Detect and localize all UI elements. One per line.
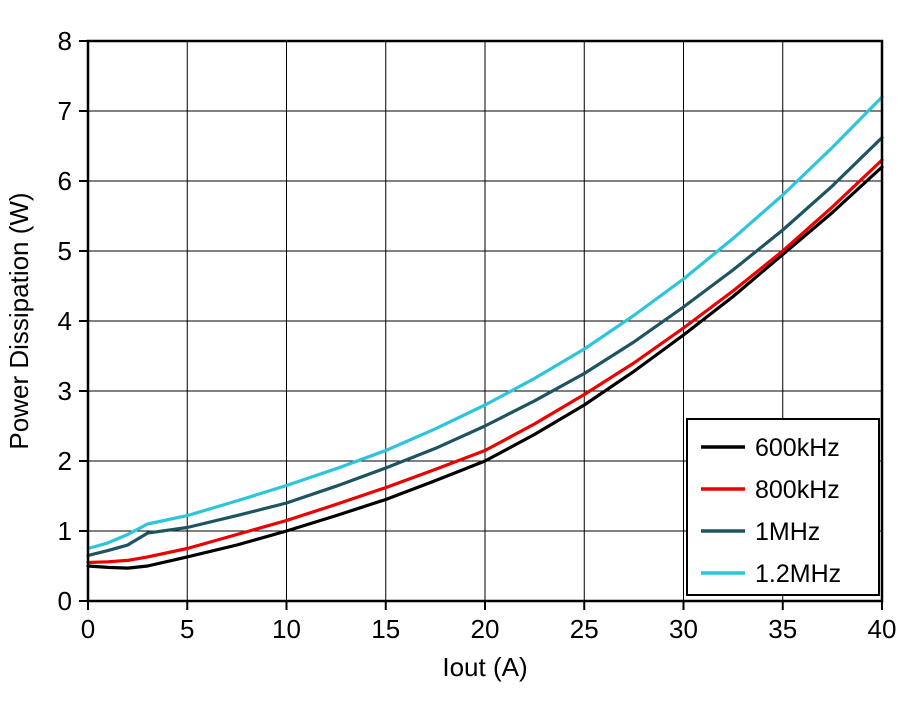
x-tick-label: 25 — [570, 614, 599, 644]
x-axis-label: Iout (A) — [442, 652, 527, 682]
x-tick-label: 40 — [868, 614, 897, 644]
x-tick-label: 5 — [180, 614, 194, 644]
y-axis-label: Power Dissipation (W) — [4, 192, 34, 449]
series-line-600kHz — [86, 165, 884, 570]
y-tick-label: 5 — [58, 236, 72, 266]
x-tick-label: 10 — [272, 614, 301, 644]
series-line-800kHz — [86, 158, 884, 565]
series-layer — [86, 95, 884, 570]
y-tick-label: 6 — [58, 166, 72, 196]
series-line-1MHz — [86, 136, 884, 558]
y-tick-label: 2 — [58, 446, 72, 476]
y-tick-label: 7 — [58, 96, 72, 126]
y-tick-label: 3 — [58, 376, 72, 406]
x-tick-label: 30 — [669, 614, 698, 644]
y-tick-label: 8 — [58, 26, 72, 56]
y-tick-label: 4 — [58, 306, 72, 336]
series-line-1.2MHz — [86, 95, 884, 551]
x-tick-label: 0 — [81, 614, 95, 644]
tick-layer: 0 5 10 15 20 25 30 35 40 0 1 2 3 4 5 6 7 8 — [58, 26, 897, 644]
legend: 600kHz 800kHz 1MHz 1.2MHz — [686, 418, 880, 596]
x-tick-label: 20 — [471, 614, 500, 644]
legend-label-1.2MHz: 1.2MHz — [755, 560, 841, 588]
y-tick-label: 0 — [58, 586, 72, 616]
legend-label-600kHz: 600kHz — [755, 434, 840, 462]
legend-label-1MHz: 1MHz — [755, 518, 820, 546]
y-tick-label: 1 — [58, 516, 72, 546]
legend-label-800kHz: 800kHz — [755, 476, 840, 504]
x-tick-label: 15 — [371, 614, 400, 644]
x-tick-label: 35 — [768, 614, 797, 644]
